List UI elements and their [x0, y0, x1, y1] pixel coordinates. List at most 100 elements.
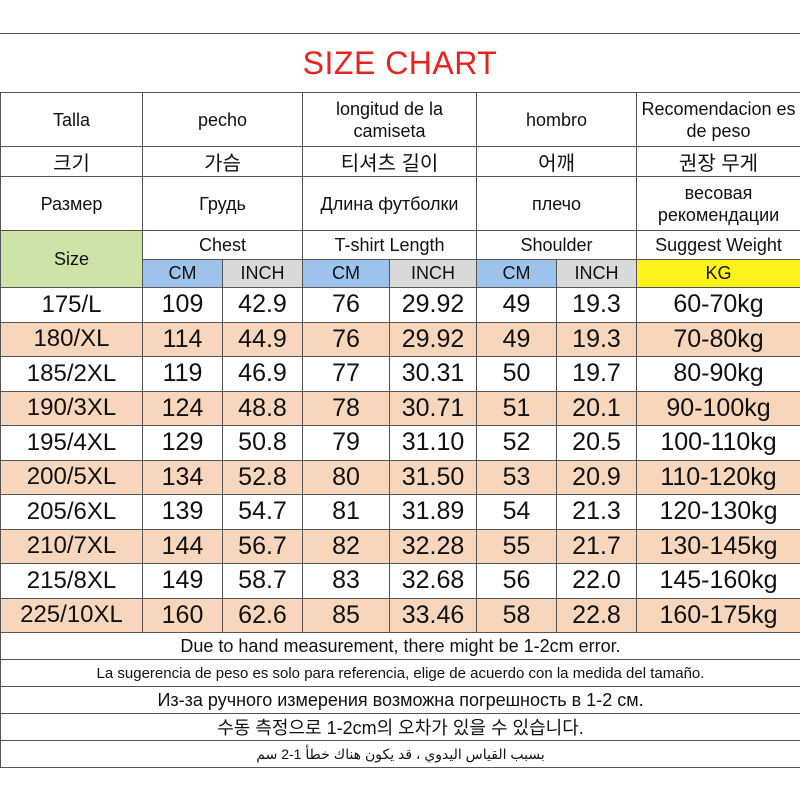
cell-shoulder-inch: 20.1 [556, 390, 638, 426]
header-ru-weight: весовая рекомендации [636, 176, 800, 231]
cell-length-cm: 82 [302, 528, 391, 564]
unit-shoulder-inch: INCH [556, 259, 638, 288]
cell-length-cm: 81 [302, 494, 391, 530]
cell-chest-inch: 52.8 [221, 459, 304, 495]
cell-chest-inch: 44.9 [221, 321, 304, 357]
cell-weight: 70-80kg [636, 321, 800, 357]
header-es-size: Talla [0, 92, 143, 147]
cell-shoulder-inch: 19.3 [556, 321, 638, 357]
header-ko-length: 티셔츠 길이 [302, 146, 478, 177]
header-en-size: Size [0, 230, 143, 288]
cell-weight: 110-120kg [636, 459, 800, 495]
cell-chest-cm: 149 [142, 563, 223, 599]
cell-length-cm: 76 [302, 321, 391, 357]
note-es: La sugerencia de peso es solo para refer… [0, 659, 800, 687]
note-row: بسبب القياس اليدوي ، قد يكون هناك خطأ 1-… [0, 740, 800, 768]
cell-chest-cm: 124 [142, 390, 223, 426]
cell-shoulder-cm: 53 [476, 459, 558, 495]
header-es-chest: pecho [141, 92, 304, 147]
cell-weight: 60-70kg [636, 287, 800, 323]
cell-chest-inch: 46.9 [221, 356, 304, 392]
cell-length-cm: 79 [302, 425, 391, 461]
cell-chest-cm: 109 [142, 287, 223, 323]
cell-weight: 100-110kg [636, 425, 800, 461]
chart-title: SIZE CHART [0, 33, 800, 93]
header-ko-shoulder: 어깨 [476, 146, 638, 177]
cell-size: 175/L [0, 287, 143, 323]
table-row: 200/5XL 134 52.8 80 31.50 53 20.9 110-120kg [0, 459, 800, 495]
cell-shoulder-inch: 20.5 [556, 425, 638, 461]
cell-chest-inch: 54.7 [221, 494, 304, 530]
cell-chest-cm: 134 [142, 459, 223, 495]
cell-length-inch: 30.71 [389, 390, 478, 426]
header-es-weight: Recomendacion es de peso [636, 92, 800, 147]
cell-shoulder-inch: 21.7 [556, 528, 638, 564]
cell-size: 180/XL [0, 321, 143, 357]
header-es-shoulder: hombro [476, 92, 638, 147]
header-en-shoulder: Shoulder [476, 230, 638, 260]
table-row: 175/L 109 42.9 76 29.92 49 19.3 60-70kg [0, 287, 800, 323]
unit-length-inch: INCH [389, 259, 478, 288]
cell-shoulder-inch: 20.9 [556, 459, 638, 495]
cell-weight: 90-100kg [636, 390, 800, 426]
unit-chest-cm: CM [142, 259, 223, 288]
cell-shoulder-cm: 49 [476, 287, 558, 323]
cell-chest-cm: 114 [142, 321, 223, 357]
cell-length-cm: 80 [302, 459, 391, 495]
cell-weight: 160-175kg [636, 597, 800, 633]
note-row: 수동 측정으로 1-2cm의 오차가 있을 수 있습니다. [0, 713, 800, 741]
cell-chest-inch: 48.8 [221, 390, 304, 426]
cell-size: 195/4XL [0, 425, 143, 461]
table-row: 195/4XL 129 50.8 79 31.10 52 20.5 100-110kg [0, 425, 800, 461]
cell-length-cm: 85 [302, 597, 391, 633]
header-row-es: Talla pecho longitud de la camiseta homb… [0, 92, 800, 147]
table-row: 205/6XL 139 54.7 81 31.89 54 21.3 120-130kg [0, 494, 800, 530]
header-ko-chest: 가슴 [141, 146, 304, 177]
table-row: 215/8XL 149 58.7 83 32.68 56 22.0 145-160kg [0, 563, 800, 599]
cell-shoulder-inch: 19.7 [556, 356, 638, 392]
cell-weight: 145-160kg [636, 563, 800, 599]
cell-size: 190/3XL [0, 390, 143, 426]
cell-weight: 130-145kg [636, 528, 800, 564]
cell-size: 200/5XL [0, 459, 143, 495]
header-en-weight: Suggest Weight [636, 230, 800, 260]
size-table: Talla pecho longitud de la camiseta homb… [0, 92, 800, 768]
table-row: 225/10XL 160 62.6 85 33.46 58 22.8 160-175kg [0, 597, 800, 633]
cell-shoulder-cm: 49 [476, 321, 558, 357]
cell-chest-cm: 144 [142, 528, 223, 564]
header-ko-size: 크기 [0, 146, 143, 177]
unit-weight-kg: KG [636, 259, 800, 288]
cell-length-inch: 29.92 [389, 287, 478, 323]
cell-length-cm: 76 [302, 287, 391, 323]
unit-chest-inch: INCH [221, 259, 304, 288]
cell-shoulder-cm: 56 [476, 563, 558, 599]
cell-chest-cm: 129 [142, 425, 223, 461]
unit-row: CM INCH CM INCH CM INCH KG [1, 259, 800, 288]
cell-chest-inch: 56.7 [221, 528, 304, 564]
cell-shoulder-cm: 50 [476, 356, 558, 392]
header-ko-weight: 권장 무게 [636, 146, 800, 177]
cell-length-inch: 29.92 [389, 321, 478, 357]
table-row: 210/7XL 144 56.7 82 32.28 55 21.7 130-145kg [0, 528, 800, 564]
note-en: Due to hand measurement, there might be … [0, 632, 800, 660]
cell-length-inch: 32.68 [389, 563, 478, 599]
cell-chest-inch: 62.6 [221, 597, 304, 633]
cell-size: 210/7XL [0, 528, 143, 564]
header-ru-chest: Грудь [141, 176, 304, 231]
cell-size: 215/8XL [0, 563, 143, 599]
header-row-en: Size Chest T-shirt Length Shoulder Sugge… [0, 230, 800, 288]
cell-length-inch: 32.28 [389, 528, 478, 564]
note-ko: 수동 측정으로 1-2cm의 오차가 있을 수 있습니다. [0, 713, 800, 741]
header-en-length: T-shirt Length [302, 230, 478, 260]
note-row: Из-за ручного измерения возможна погрешн… [0, 686, 800, 714]
header-en-chest: Chest [141, 230, 304, 260]
cell-chest-cm: 160 [142, 597, 223, 633]
header-ru-size: Размер [0, 176, 143, 231]
note-ar: بسبب القياس اليدوي ، قد يكون هناك خطأ 1-… [0, 740, 800, 768]
table-row: 180/XL 114 44.9 76 29.92 49 19.3 70-80kg [0, 321, 800, 357]
cell-chest-inch: 58.7 [221, 563, 304, 599]
cell-chest-cm: 139 [142, 494, 223, 530]
cell-shoulder-inch: 21.3 [556, 494, 638, 530]
cell-chest-cm: 119 [142, 356, 223, 392]
